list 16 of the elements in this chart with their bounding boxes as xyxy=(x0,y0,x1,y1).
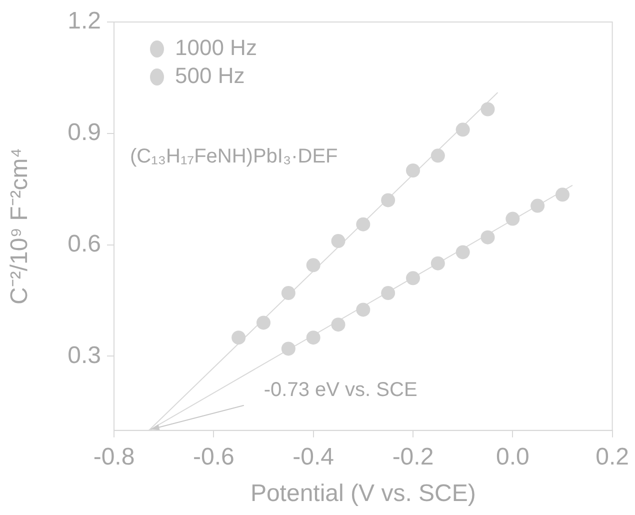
x-tick-label: -0.6 xyxy=(192,443,234,470)
legend-label: 1000 Hz xyxy=(175,35,257,60)
x-axis-title: Potential (V vs. SCE) xyxy=(250,480,476,508)
y-tick-label: 1.2 xyxy=(68,8,101,35)
x-tick-label: -0.4 xyxy=(292,443,334,470)
y-tick-label: 0.3 xyxy=(68,342,101,369)
y-tick-label: 0.6 xyxy=(68,230,101,258)
y-tick-label: 0.9 xyxy=(68,119,101,146)
annotation: -0.73 eV vs. SCE xyxy=(264,378,418,401)
x-tick-label: 0.2 xyxy=(596,443,630,470)
x-tick-label: -0.2 xyxy=(392,443,434,470)
y-axis-title: C⁻²/10⁹ F⁻²cm⁴ xyxy=(6,148,34,304)
x-tick-label: -0.8 xyxy=(93,443,135,470)
annotation: (C₁₃H₁₇FeNH)PbI₃·DEF xyxy=(130,146,338,168)
legend-label: 500 Hz xyxy=(175,63,245,88)
x-tick-label: 0.0 xyxy=(496,443,530,470)
